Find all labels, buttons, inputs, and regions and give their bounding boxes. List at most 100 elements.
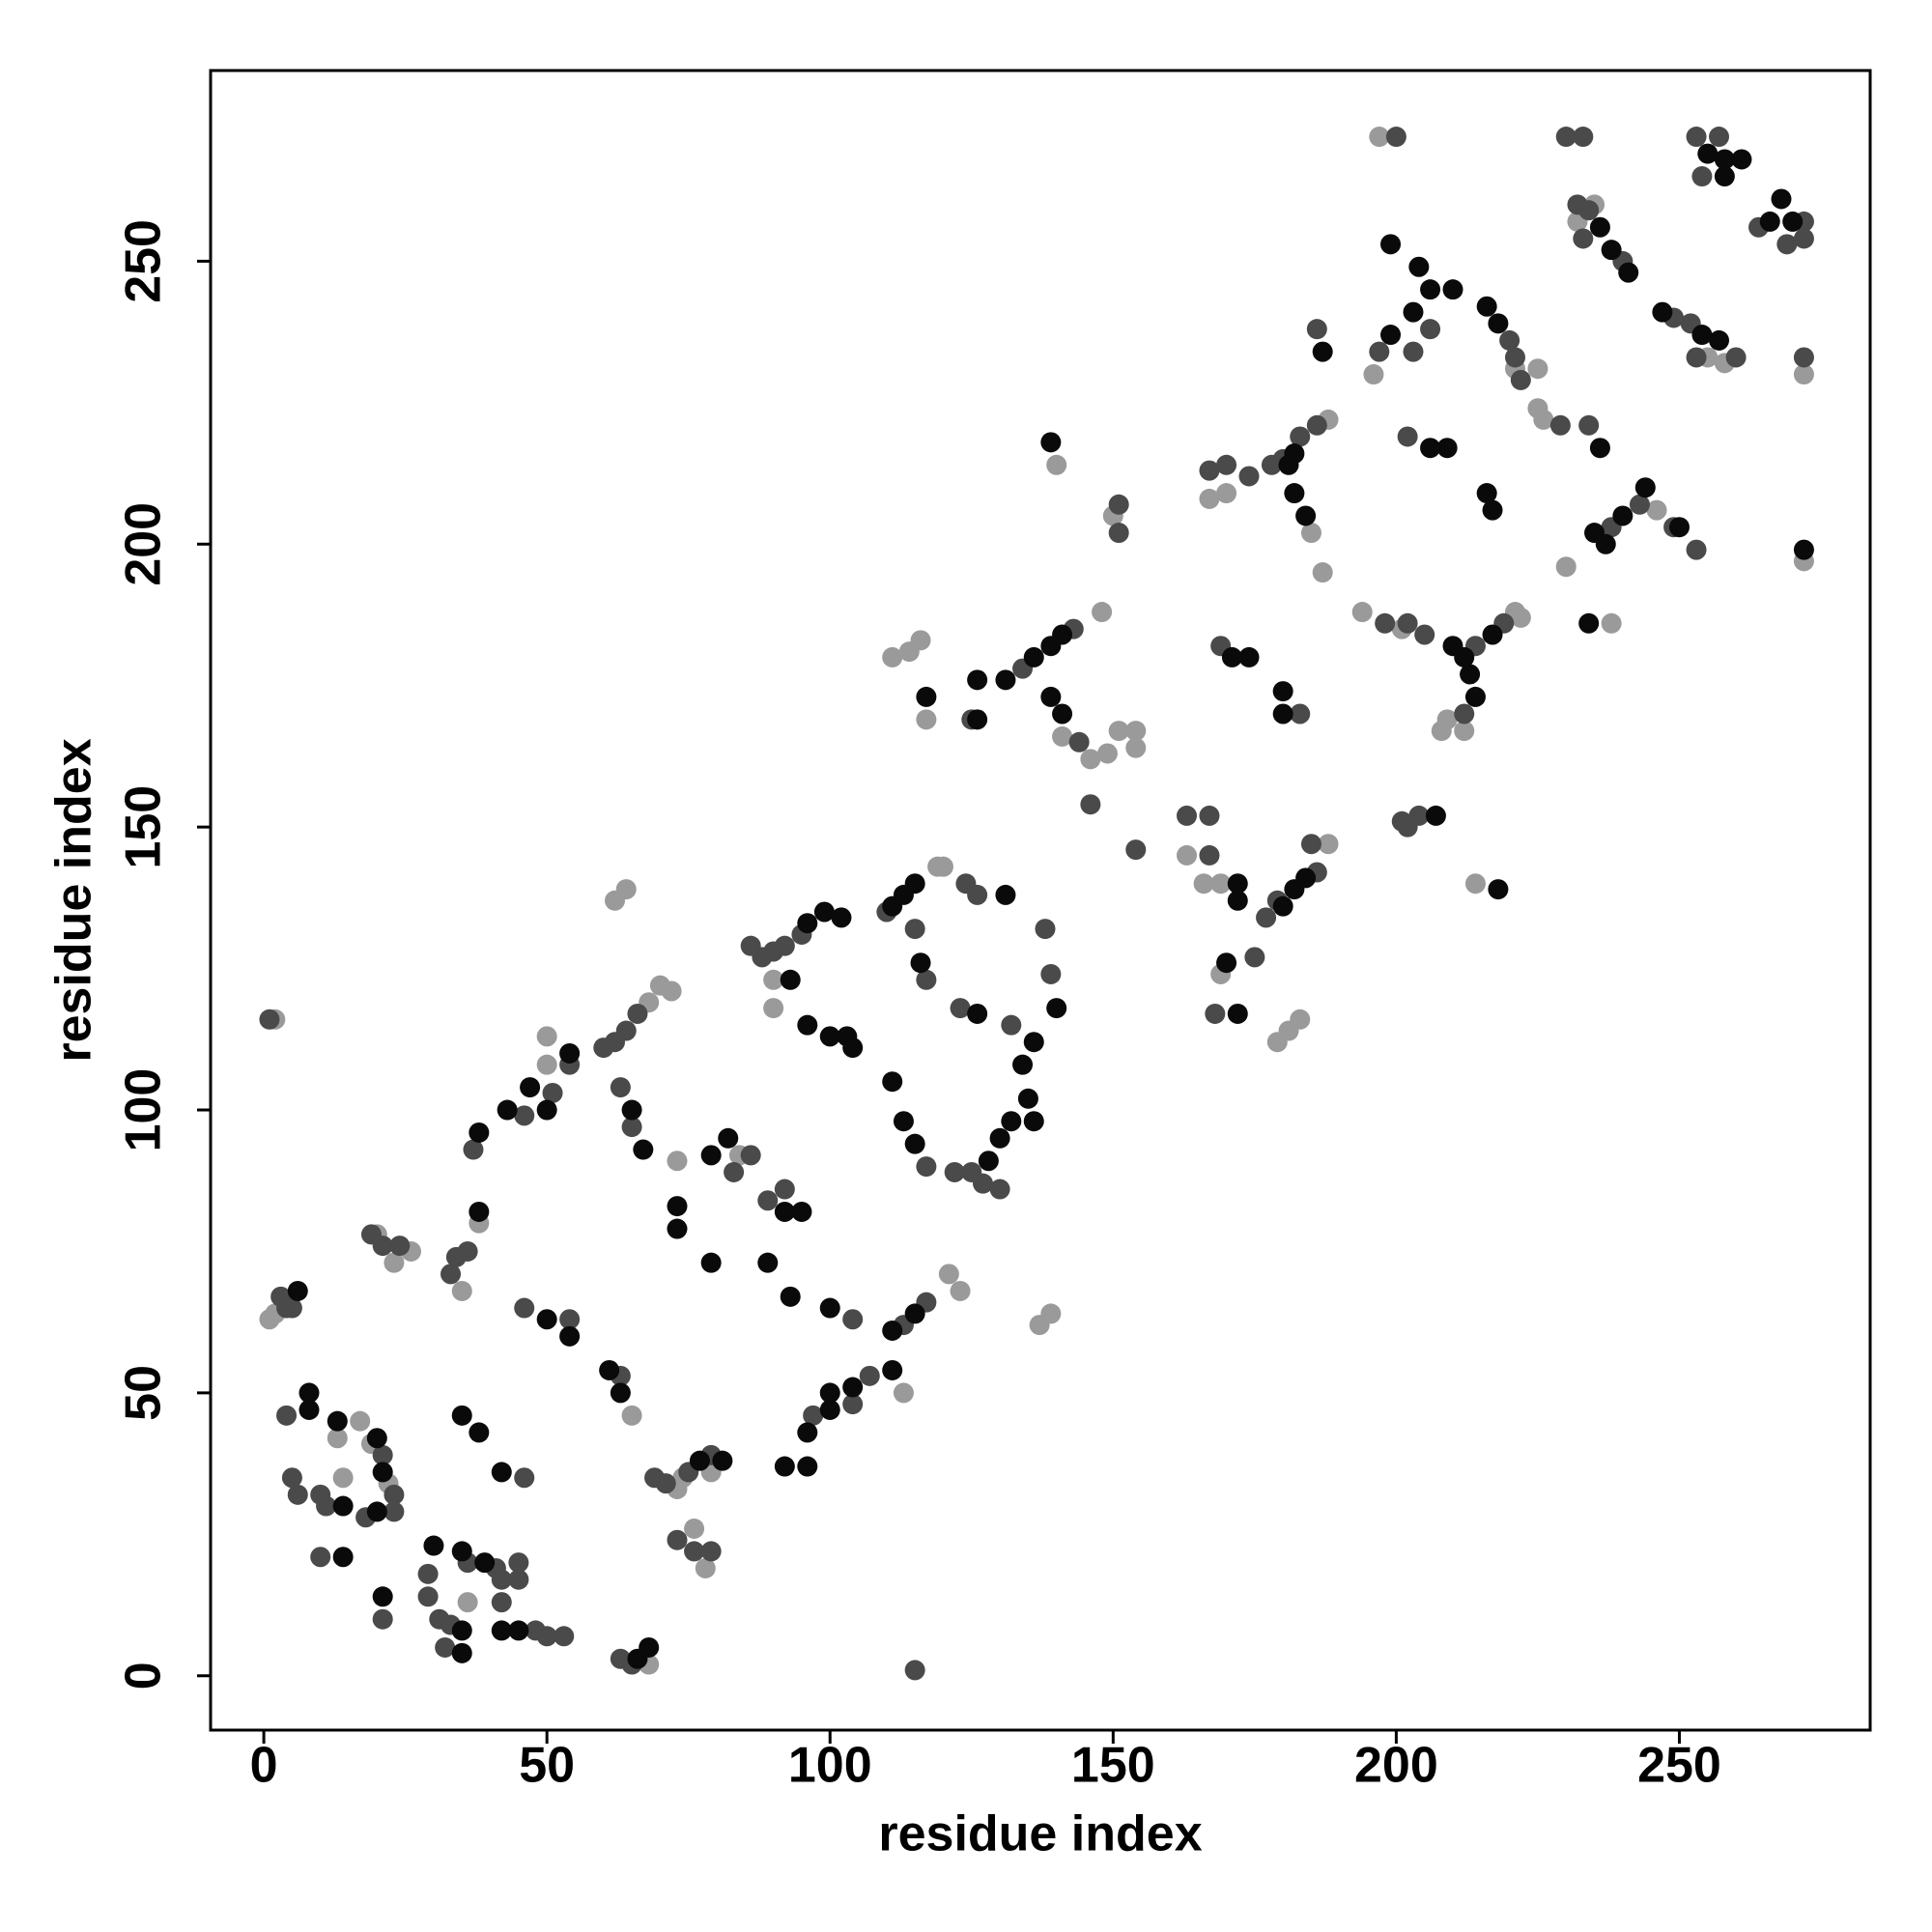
point [389, 1236, 411, 1257]
point [281, 1297, 302, 1319]
point [797, 1456, 818, 1477]
point [904, 919, 925, 940]
point [763, 998, 784, 1019]
point [842, 1377, 864, 1398]
point [1284, 483, 1305, 504]
point [1714, 166, 1735, 187]
point [1205, 1003, 1226, 1024]
point [667, 1529, 688, 1550]
point [973, 1173, 994, 1194]
point [276, 1405, 298, 1426]
point [1221, 646, 1242, 668]
point [1380, 234, 1402, 255]
y-tick-label: 100 [116, 1068, 172, 1152]
point [536, 1309, 557, 1330]
point [904, 1660, 925, 1681]
point [1068, 731, 1090, 753]
point [1108, 523, 1129, 544]
point [1040, 686, 1062, 707]
point [1244, 947, 1265, 968]
point [967, 884, 988, 905]
point [1369, 127, 1390, 148]
y-axis-title: residue index [46, 738, 102, 1062]
point [1040, 963, 1062, 984]
point [536, 1626, 557, 1647]
point [813, 901, 835, 923]
point [1040, 432, 1062, 453]
point [1442, 279, 1463, 300]
point [457, 1592, 478, 1613]
point [842, 1309, 864, 1330]
point [819, 1026, 840, 1047]
point [1782, 211, 1804, 232]
point [384, 1501, 405, 1522]
point [1697, 143, 1719, 164]
point [950, 998, 971, 1019]
point [417, 1586, 439, 1607]
point [474, 1552, 496, 1574]
point [469, 1422, 490, 1443]
point [1454, 721, 1475, 742]
point [1312, 341, 1333, 362]
point [1601, 240, 1622, 261]
point [1108, 721, 1129, 742]
point [1290, 426, 1311, 447]
point [882, 1320, 903, 1341]
point [520, 1077, 541, 1098]
point [627, 1003, 648, 1024]
point [1573, 228, 1594, 249]
point [1668, 517, 1690, 538]
point [1227, 873, 1248, 895]
point [1464, 873, 1486, 895]
point [451, 1620, 472, 1641]
point [1023, 1032, 1044, 1053]
point [1578, 612, 1600, 634]
point [989, 1179, 1010, 1200]
point [1476, 296, 1497, 317]
point [287, 1484, 308, 1505]
point [372, 1462, 393, 1483]
point [1488, 879, 1509, 900]
y-tick-label: 50 [116, 1365, 172, 1421]
point [372, 1444, 393, 1465]
point [910, 630, 931, 651]
point [1046, 454, 1067, 475]
point [819, 1382, 840, 1404]
point [1476, 483, 1497, 504]
point [514, 1467, 535, 1489]
point [689, 1450, 710, 1471]
point [1708, 127, 1729, 148]
point [1199, 844, 1220, 866]
point [1793, 364, 1814, 385]
point [712, 1450, 733, 1471]
point [1420, 438, 1441, 459]
point [417, 1563, 439, 1584]
point [1092, 602, 1113, 623]
point [469, 1122, 490, 1143]
point [423, 1535, 444, 1556]
point [1549, 414, 1571, 436]
point [310, 1547, 331, 1568]
point [1278, 454, 1299, 475]
point [803, 1405, 824, 1426]
point [327, 1410, 348, 1432]
point [1414, 624, 1435, 645]
point [287, 1280, 308, 1301]
point [1397, 426, 1418, 447]
point [615, 879, 637, 900]
point [904, 1133, 925, 1154]
point [1488, 313, 1509, 334]
point [1023, 1111, 1044, 1132]
point [667, 1218, 688, 1239]
point [1001, 1111, 1022, 1132]
point [281, 1467, 302, 1489]
point [1793, 347, 1814, 368]
point [1295, 867, 1317, 889]
y-tick-label: 150 [116, 785, 172, 869]
point [372, 1236, 393, 1257]
point [944, 1161, 965, 1182]
point [559, 1042, 581, 1064]
point [1318, 834, 1339, 855]
